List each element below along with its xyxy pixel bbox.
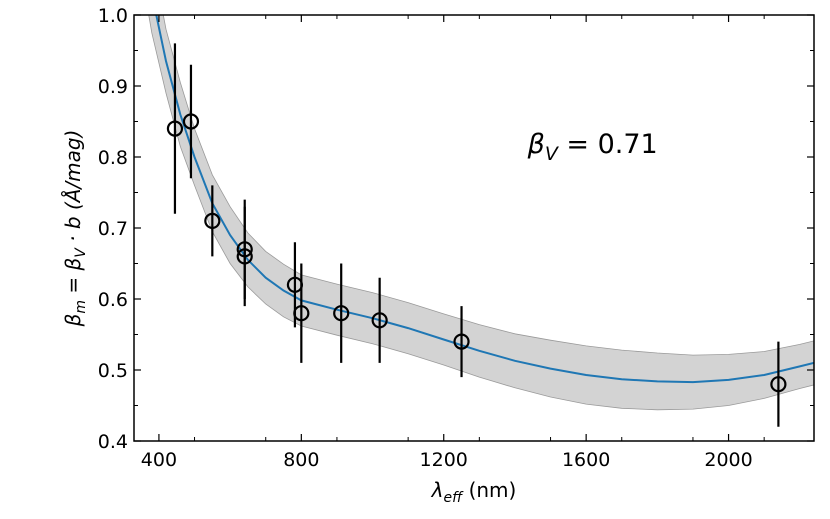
beta-v-annotation: βV = 0.71 — [527, 129, 658, 165]
confidence-band — [148, 15, 814, 411]
x-tick-label-1600: 1600 — [562, 449, 610, 471]
y-ticks: 0.4 0.5 0.6 0.7 0.8 0.9 1.0 — [98, 5, 814, 453]
y-tick-label-2: 0.6 — [98, 289, 128, 311]
x-tick-label-400: 400 — [141, 449, 177, 471]
y-axis-title: βm = βV · b (Å/mag) — [61, 130, 89, 328]
data-point-1 — [166, 120, 184, 137]
y-tick-label-5: 0.9 — [98, 76, 128, 98]
data-points-layer — [166, 43, 787, 427]
data-point-8 — [333, 305, 350, 322]
fit-line-layer — [155, 15, 814, 384]
data-point-11 — [770, 376, 787, 393]
x-ticks: 400 800 1200 1600 2000 — [141, 15, 765, 471]
data-point-3 — [204, 212, 221, 229]
data-point-2 — [182, 113, 200, 130]
data-point-7 — [293, 305, 310, 322]
data-point-10 — [453, 333, 470, 350]
data-point-5 — [236, 248, 253, 265]
x-tick-label-2000: 2000 — [704, 449, 752, 471]
data-point-9 — [371, 312, 388, 329]
fit-line — [155, 15, 814, 384]
y-tick-label-1: 0.5 — [98, 360, 128, 382]
y-tick-label-0: 0.4 — [98, 431, 128, 453]
x-tick-label-1200: 1200 — [420, 449, 468, 471]
x-axis-title: λeff (nm) — [431, 478, 517, 506]
confidence-band-layer — [148, 15, 814, 411]
y-tick-label-4: 0.8 — [98, 147, 128, 169]
y-tick-label-3: 0.7 — [98, 218, 128, 240]
x-tick-label-800: 800 — [283, 449, 319, 471]
y-tick-label-6: 1.0 — [98, 5, 128, 27]
